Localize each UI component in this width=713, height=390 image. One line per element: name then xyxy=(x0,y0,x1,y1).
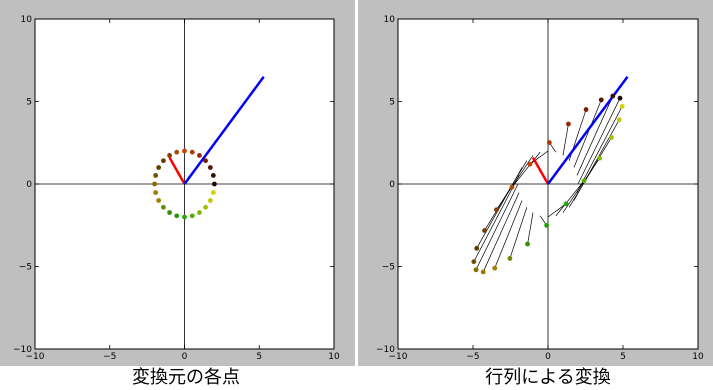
right-data-point xyxy=(616,117,622,123)
right-x-tick-label: 5 xyxy=(620,352,626,362)
left-y-tick-label: −5 xyxy=(19,263,32,273)
left-data-point xyxy=(153,190,159,195)
left-y-tick-label: −10 xyxy=(13,345,32,355)
right-data-point xyxy=(563,201,569,207)
right-mapping-line xyxy=(475,183,519,270)
left-data-point xyxy=(153,173,159,178)
right-data-point xyxy=(609,135,614,140)
left-y-tick-label: 0 xyxy=(26,180,32,190)
left-data-point xyxy=(161,158,166,164)
left-data-point xyxy=(207,165,213,170)
left-data-point xyxy=(203,204,208,210)
right-mapping-line xyxy=(494,200,523,269)
right-mapping-line xyxy=(509,207,528,259)
right-y-tick-label: 10 xyxy=(384,15,396,25)
right-y-tick-label: −10 xyxy=(376,345,395,355)
right-caption: 行列による変換 xyxy=(485,367,611,388)
right-data-point xyxy=(546,140,552,145)
right-x-tick-label: 0 xyxy=(545,352,551,362)
right-y-tick-label: 5 xyxy=(389,98,395,108)
right-x-tick-label: 10 xyxy=(692,352,704,362)
right-data-point xyxy=(617,95,623,101)
right-x-tick-label: −10 xyxy=(389,352,408,362)
right-data-point xyxy=(474,245,480,251)
left-data-point xyxy=(182,214,187,220)
right-mapping-line xyxy=(576,95,614,176)
left-x-tick-label: 5 xyxy=(256,352,262,362)
right-data-point xyxy=(471,259,477,265)
left-data-point xyxy=(156,198,162,203)
right-data-point xyxy=(527,161,533,167)
left-data-point xyxy=(210,173,216,178)
left-x-tick-label: −5 xyxy=(103,352,116,362)
right-data-point xyxy=(566,121,571,127)
left-y-tick-label: 5 xyxy=(26,98,32,108)
right-mapping-line xyxy=(577,98,621,185)
right-data-point xyxy=(525,241,530,247)
right-data-point xyxy=(598,97,604,103)
left-data-point xyxy=(197,210,202,215)
right-mapping-line xyxy=(482,192,520,273)
left-data-point xyxy=(182,148,187,154)
right-data-point xyxy=(473,267,479,273)
right-mapping-line xyxy=(547,203,567,218)
left-data-point xyxy=(174,213,180,219)
left-y-tick-label: 10 xyxy=(21,15,33,25)
right-mapping-line xyxy=(576,106,623,193)
right-mapping-line xyxy=(568,137,612,208)
right-data-point xyxy=(494,207,499,213)
right-mapping-line xyxy=(511,151,541,188)
left-vector-blue xyxy=(183,76,265,185)
right-mapping-line xyxy=(527,212,534,245)
right-data-point xyxy=(583,107,589,112)
right-y-tick-label: 0 xyxy=(389,180,395,190)
left-data-point xyxy=(167,153,172,158)
right-mapping-line xyxy=(555,180,585,217)
right-y-tick-label: −5 xyxy=(382,263,395,273)
left-data-point xyxy=(161,204,166,210)
right-data-point xyxy=(597,155,602,161)
left-data-point xyxy=(212,181,217,187)
right-mapping-line xyxy=(529,150,549,165)
right-data-point xyxy=(482,228,487,233)
right-mapping-line xyxy=(573,119,620,201)
left-data-point xyxy=(207,198,213,203)
left-data-point xyxy=(189,213,195,219)
right-x-tick-label: −5 xyxy=(466,352,479,362)
right-data-point xyxy=(480,269,486,275)
left-data-point xyxy=(210,190,216,195)
left-data-point xyxy=(167,210,172,215)
left-x-tick-label: 0 xyxy=(182,352,188,362)
left-data-point xyxy=(189,149,195,155)
right-mapping-line xyxy=(473,175,520,262)
left-data-point xyxy=(174,149,180,155)
right-mapping-line xyxy=(573,99,602,168)
left-x-tick-label: 10 xyxy=(328,352,340,362)
right-data-point xyxy=(619,103,625,109)
left-data-point xyxy=(156,165,162,170)
left-vector-red xyxy=(168,156,186,185)
right-data-point xyxy=(581,178,587,184)
right-data-point xyxy=(492,265,498,271)
right-data-point xyxy=(610,93,616,99)
right-mapping-line xyxy=(476,167,523,249)
right-mapping-line xyxy=(484,160,528,231)
right-mapping-line xyxy=(562,123,569,156)
right-data-point xyxy=(507,256,513,261)
left-data-point xyxy=(203,158,208,164)
left-data-point xyxy=(152,181,158,187)
right-vector-red xyxy=(531,156,550,185)
left-data-point xyxy=(197,153,202,158)
right-data-point xyxy=(544,223,550,228)
right-data-point xyxy=(509,184,515,190)
left-caption: 変換元の各点 xyxy=(132,367,240,388)
left-x-tick-label: −10 xyxy=(26,352,45,362)
